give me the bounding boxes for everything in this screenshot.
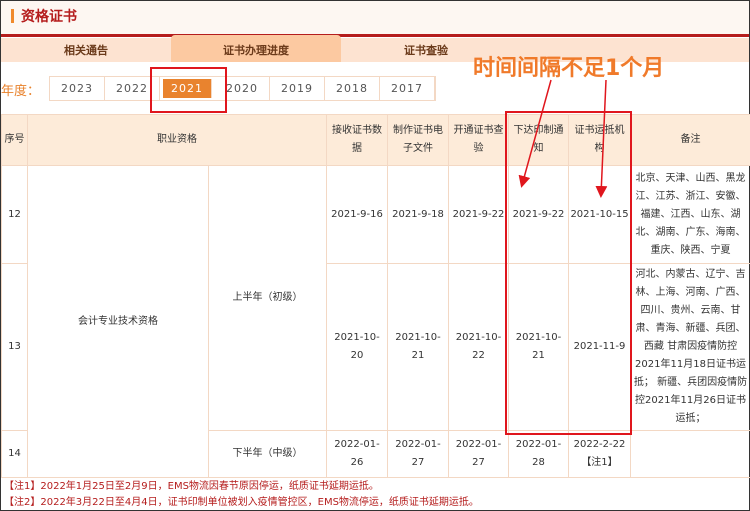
- year-2019[interactable]: 2019: [270, 77, 325, 100]
- year-selector: 2023 2022 2021 2020 2019 2018 2017: [49, 76, 436, 101]
- page-title: 资格证书: [21, 9, 77, 25]
- date-cell: 2022-01-28: [508, 430, 569, 478]
- table-row: 13 2021-10-20 2021-10-21 2021-10-22 2021…: [1, 263, 750, 431]
- year-2017[interactable]: 2017: [380, 77, 435, 100]
- tab-notices[interactable]: 相关通告: [64, 44, 108, 57]
- date-cell: 2021-10-15: [568, 165, 631, 264]
- columns-highlight-box: [505, 111, 632, 435]
- date-cell: 2021-9-18: [387, 165, 449, 264]
- note-ref: 【注1】: [581, 457, 618, 468]
- arrow-icon: [518, 79, 552, 188]
- arrow-icon: [595, 79, 608, 198]
- date-cell: 2022-2-22 【注1】: [568, 430, 631, 478]
- header-no: 序号: [1, 114, 28, 166]
- annotation-callout: 时间间隔不足1个月: [473, 56, 665, 81]
- year-2021[interactable]: 2021: [163, 79, 212, 98]
- date-cell: 2021-10-21: [387, 263, 449, 431]
- remark-cell: [630, 430, 750, 478]
- table-row: 12 会计专业技术资格 上半年（初级） 2021-9-16 2021-9-18 …: [1, 165, 750, 478]
- header-receive: 接收证书数据: [326, 114, 388, 166]
- title-bar: 资格证书: [1, 1, 749, 37]
- year-2018[interactable]: 2018: [325, 77, 380, 100]
- period-cell: 上半年（初级）: [208, 165, 327, 431]
- date-cell: 2021-9-22: [448, 165, 509, 264]
- date-cell: 2021-10-20: [326, 263, 388, 431]
- date-cell: 2021-9-22: [508, 165, 569, 264]
- year-2020[interactable]: 2020: [215, 77, 270, 100]
- row-no: 13: [1, 263, 28, 431]
- year-highlight-box: [150, 67, 227, 113]
- table-row: 14 下半年（中级） 2022-01-26 2022-01-27 2022-01…: [1, 430, 750, 478]
- note-1: 【注1】2022年1月25日至2月9日，EMS物流因春节原因停运，纸质证书延期运…: [4, 481, 379, 492]
- date-cell: 2021-9-16: [326, 165, 388, 264]
- qualification-cell: 会计专业技术资格: [27, 165, 209, 478]
- header-arrive: 证书运抵机构: [568, 114, 631, 166]
- notes: 【注1】2022年1月25日至2月9日，EMS物流因春节原因停运，纸质证书延期运…: [4, 479, 479, 511]
- date-cell: 2021-10-21: [508, 263, 569, 431]
- date-cell: 2022-01-26: [326, 430, 388, 478]
- title-accent-bar: [11, 9, 14, 23]
- row-no: 14: [1, 430, 28, 478]
- tab-verify[interactable]: 证书查验: [404, 44, 448, 57]
- progress-table: 序号 职业资格 接收证书数据 制作证书电子文件 开通证书查验 下达印制通知 证书…: [1, 114, 750, 478]
- note-2: 【注2】2022年3月22日至4月4日，证书印制单位被划入疫情管控区，EMS物流…: [4, 497, 479, 508]
- header-remark: 备注: [630, 114, 750, 166]
- date-value: 2022-2-22: [573, 439, 626, 450]
- year-2022[interactable]: 2022: [105, 77, 160, 100]
- remark-cell: 河北、内蒙古、辽宁、吉林、上海、河南、广西、四川、贵州、云南、甘肃、青海、新疆、…: [630, 263, 750, 431]
- tab-progress[interactable]: 证书办理进度: [171, 35, 341, 62]
- header-make: 制作证书电子文件: [387, 114, 449, 166]
- date-cell: 2022-01-27: [448, 430, 509, 478]
- year-2023[interactable]: 2023: [50, 77, 105, 100]
- tab-bar: 相关通告 证书办理进度 证书查验: [1, 35, 749, 62]
- year-label: 年度：: [1, 84, 41, 99]
- header-qualification: 职业资格: [27, 114, 327, 166]
- date-cell: 2022-01-27: [387, 430, 449, 478]
